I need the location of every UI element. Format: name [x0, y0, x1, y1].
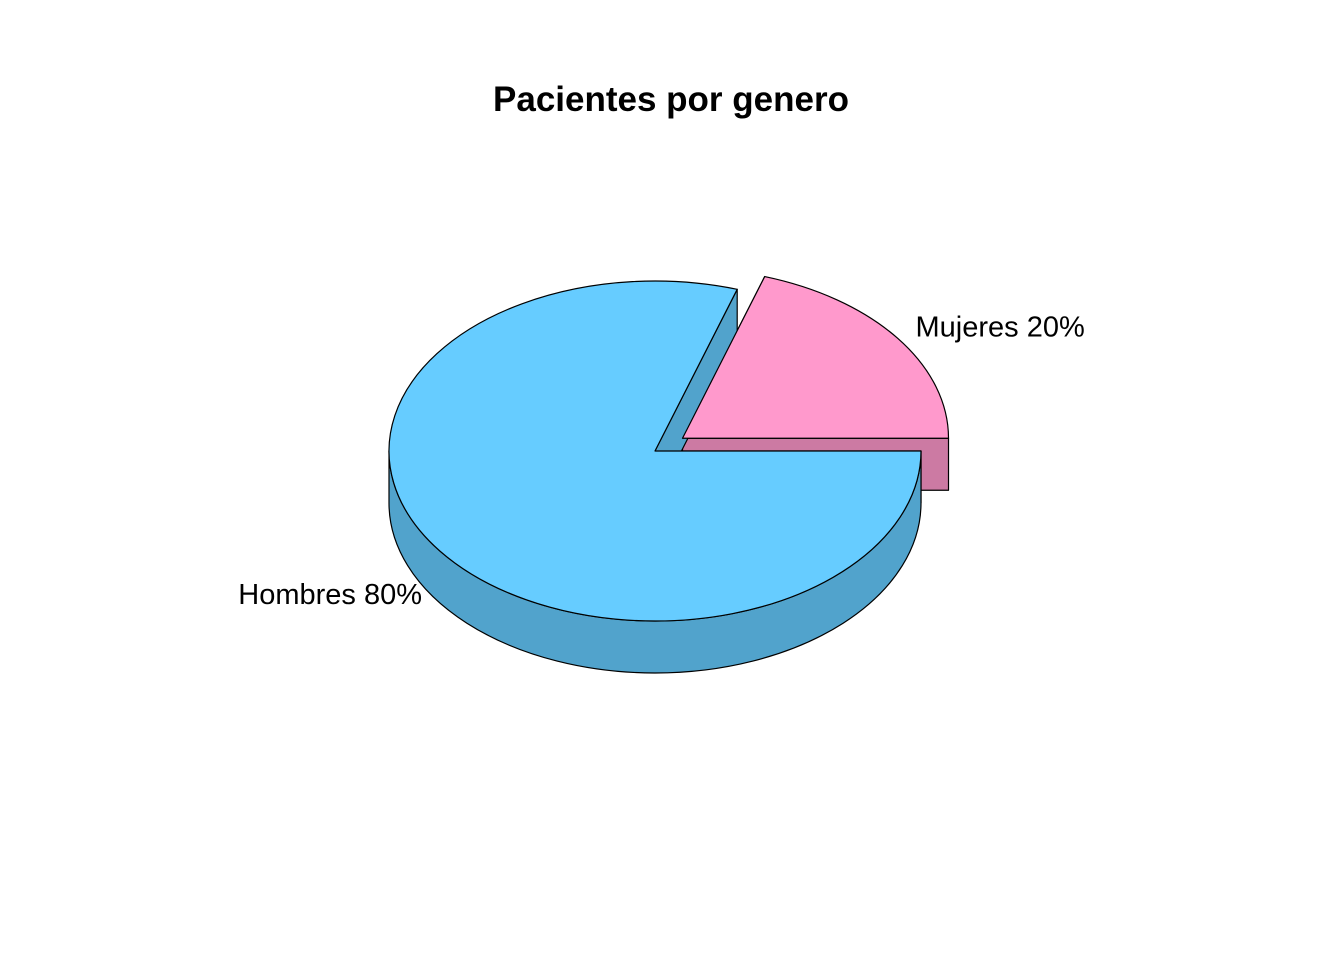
slice-mujeres-top	[681, 275, 950, 439]
pie-slices	[388, 275, 950, 674]
slice-label-hombres: Hombres 80%	[238, 579, 422, 611]
slice-label-mujeres: Mujeres 20%	[916, 312, 1085, 344]
chart-title: Pacientes por genero	[493, 80, 849, 119]
pie-labels: Hombres 80% Mujeres 20%	[238, 312, 1085, 611]
slice-hombres-top	[388, 280, 922, 622]
